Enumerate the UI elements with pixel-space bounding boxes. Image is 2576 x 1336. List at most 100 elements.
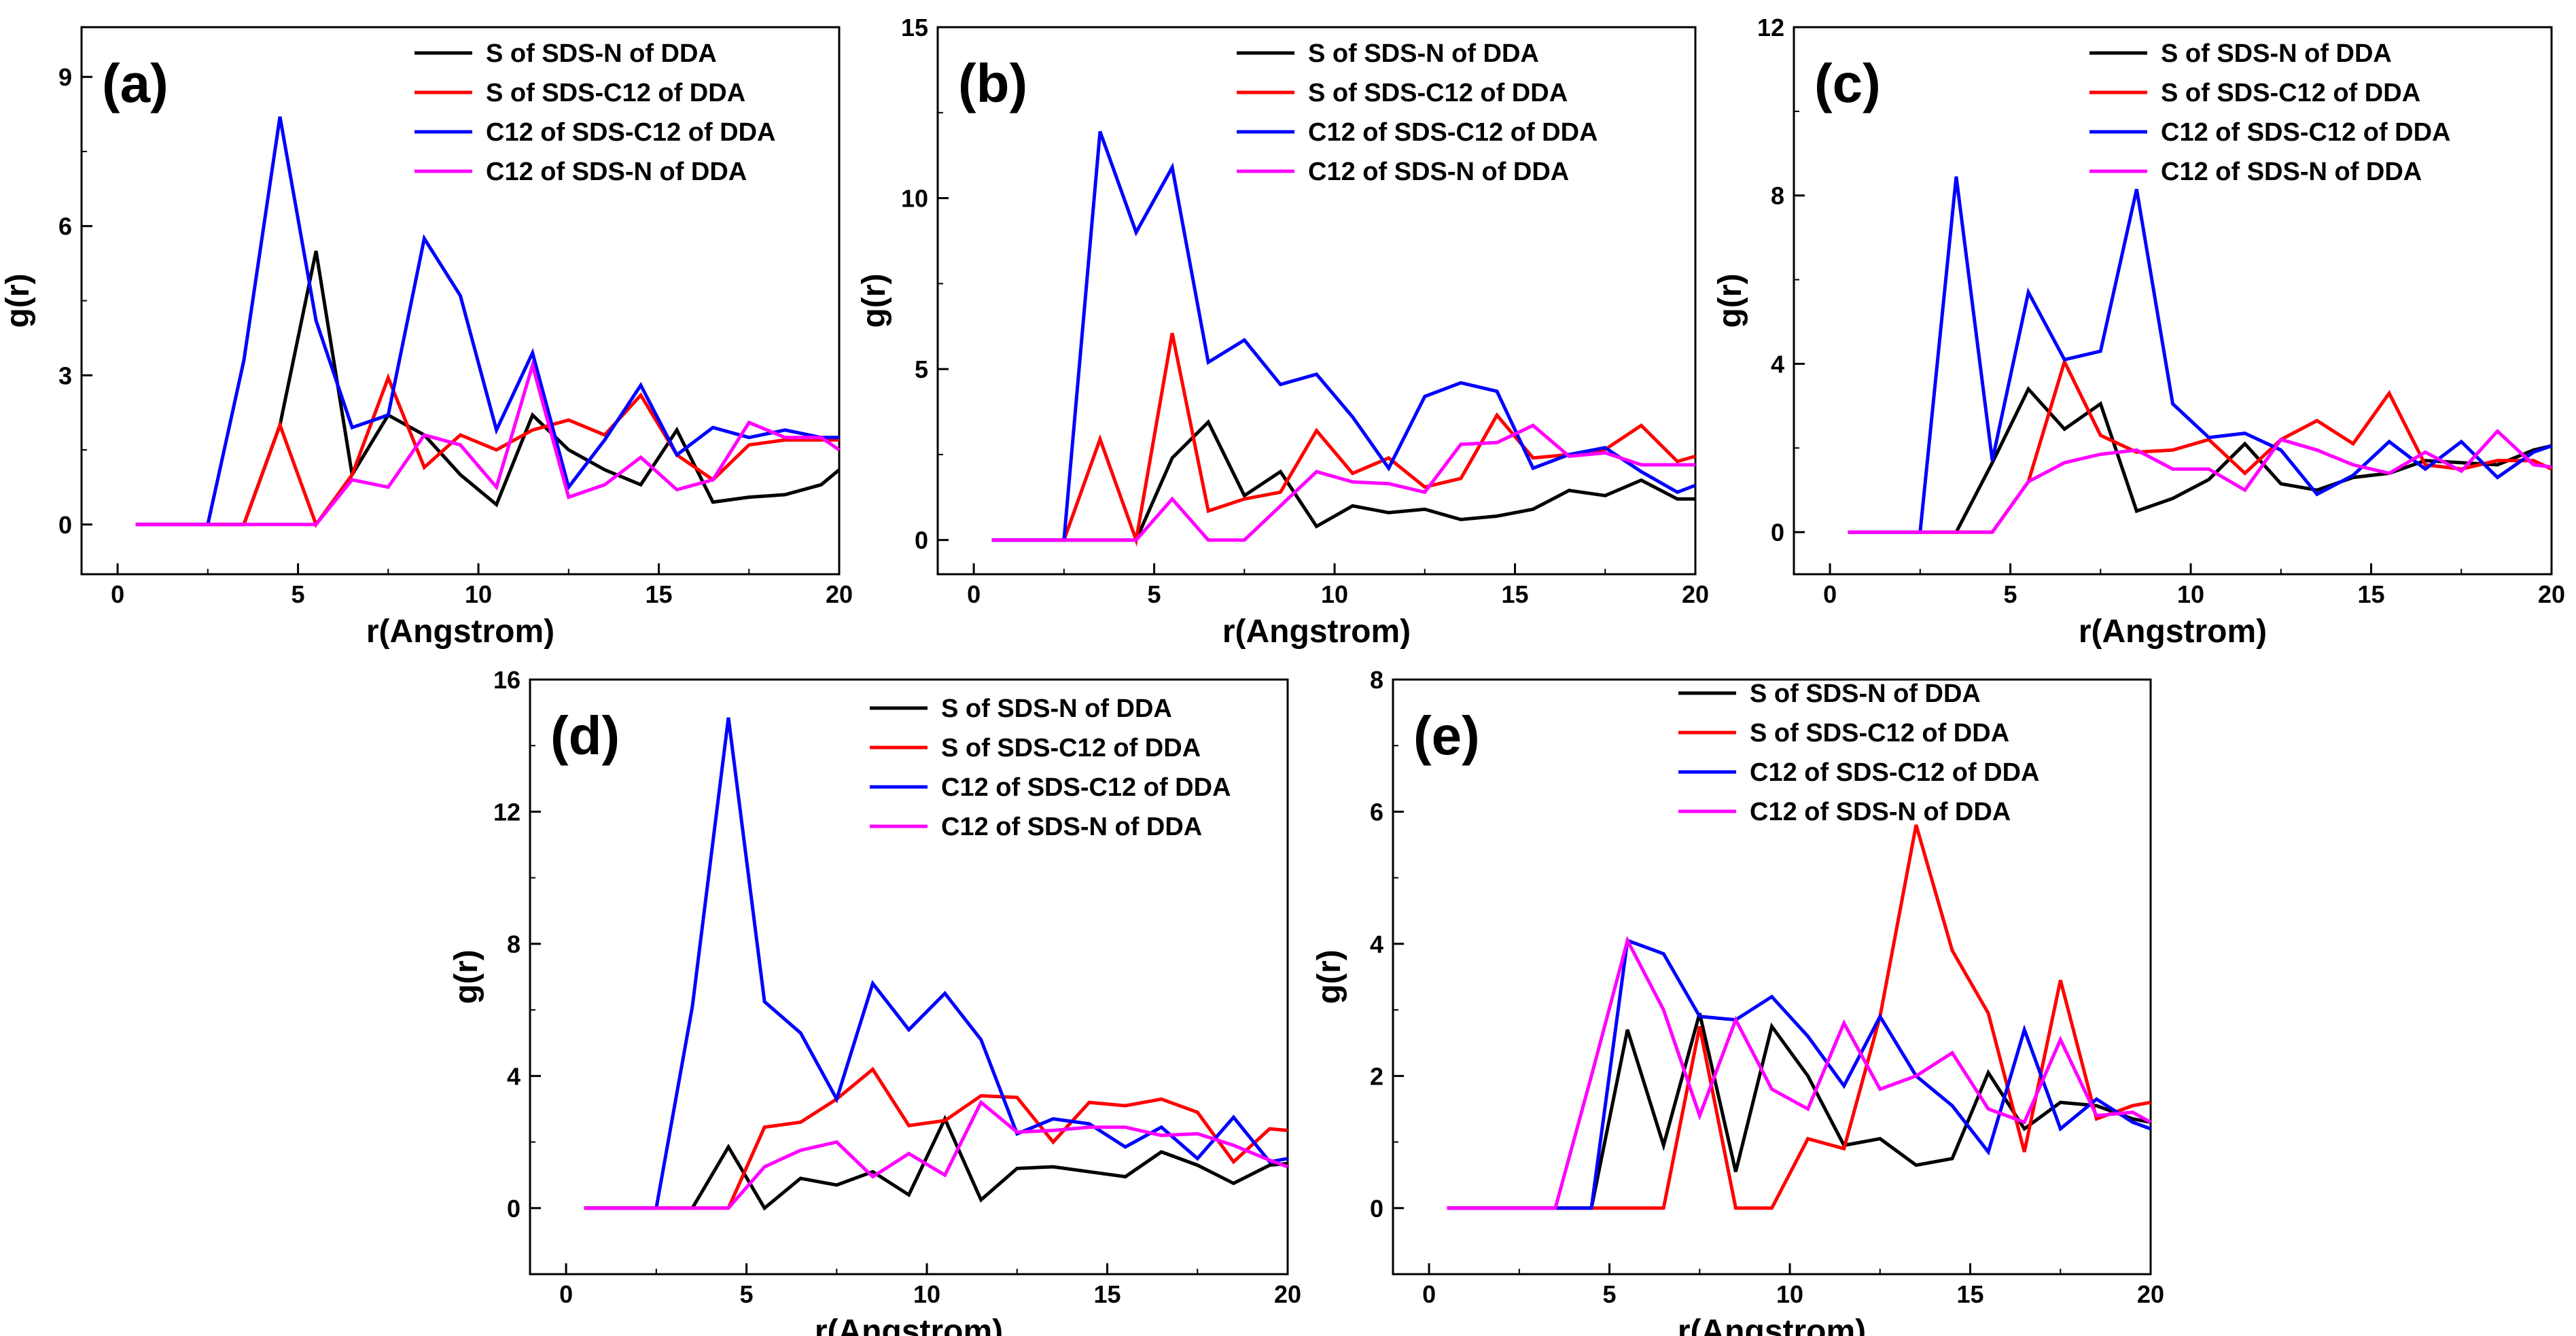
x-axis-label: r(Angstrom) — [1222, 614, 1411, 650]
x-tick-label: 20 — [1274, 1280, 1301, 1308]
x-axis-label: r(Angstrom) — [815, 1314, 1003, 1336]
x-tick-label: 10 — [913, 1280, 940, 1308]
y-tick-label: 6 — [1370, 798, 1383, 826]
y-tick-label: 16 — [493, 666, 521, 694]
panel-label: (b) — [958, 53, 1027, 113]
y-axis-label: g(r) — [0, 274, 36, 328]
y-tick-label: 0 — [1370, 1195, 1383, 1223]
legend-label: C12 of SDS-C12 of DDA — [486, 118, 776, 147]
legend-label: C12 of SDS-N of DDA — [941, 813, 1202, 841]
x-tick-label: 15 — [1502, 580, 1529, 608]
series-line-2 — [1447, 824, 2151, 1210]
y-tick-label: 8 — [1771, 182, 1784, 210]
legend-label: S of SDS-N of DDA — [1750, 680, 1981, 708]
x-tick-label: 0 — [967, 580, 981, 608]
y-tick-label: 0 — [507, 1195, 521, 1223]
panel-label: (e) — [1413, 705, 1480, 766]
y-tick-label: 0 — [1771, 518, 1784, 546]
x-tick-label: 5 — [740, 1280, 754, 1308]
series-line-4 — [1848, 428, 2552, 534]
x-tick-label: 15 — [1957, 1280, 1984, 1308]
y-tick-label: 6 — [58, 213, 72, 241]
y-tick-label: 0 — [915, 527, 928, 555]
y-tick-label: 8 — [507, 930, 521, 958]
chart-panel-d: 0 5 10 15 20 0 4 8 12 16 r(Angstrom) g(r) (d) S of SD… — [448, 666, 1301, 1336]
x-tick-label: 0 — [1422, 1280, 1436, 1308]
legend-label: S of SDS-N of DDA — [941, 695, 1172, 723]
x-tick-label: 10 — [465, 580, 492, 608]
series-line-3 — [584, 717, 1288, 1210]
y-tick-label: 4 — [1370, 930, 1383, 958]
y-tick-label: 10 — [901, 185, 928, 213]
panel-label: (c) — [1814, 53, 1881, 113]
legend: S of SDS-N of DDA S of SDS-C12 of DDA C12 … — [1678, 680, 2040, 826]
series-line-3 — [991, 130, 1696, 542]
panel-label: (a) — [102, 53, 169, 113]
y-axis-label: g(r) — [856, 274, 892, 328]
legend-label: C12 of SDS-C12 of DDA — [941, 773, 1231, 802]
legend-label: C12 of SDS-N of DDA — [1750, 798, 2011, 826]
series-line-4 — [991, 423, 1695, 542]
x-tick-label: 20 — [2538, 580, 2565, 608]
y-axis-label: g(r) — [448, 950, 484, 1004]
plot-frame — [1392, 678, 2152, 1276]
y-tick-label: 8 — [1370, 666, 1383, 694]
series-line-3 — [1447, 938, 2151, 1210]
x-axis-label: r(Angstrom) — [2079, 614, 2267, 650]
legend: S of SDS-N of DDA S of SDS-C12 of DDA C12 … — [1237, 39, 1598, 186]
x-tick-label: 5 — [292, 580, 305, 608]
y-tick-label: 9 — [58, 63, 72, 91]
series-line-4 — [135, 359, 841, 527]
x-tick-label: 15 — [646, 580, 673, 608]
legend: S of SDS-N of DDA S of SDS-C12 of DDA C12 … — [870, 695, 1231, 841]
x-tick-label: 10 — [1321, 580, 1348, 608]
legend-label: S of SDS-N of DDA — [2161, 39, 2392, 68]
legend: S of SDS-N of DDA S of SDS-C12 of DDA C12 … — [414, 39, 776, 186]
series-line-1 — [135, 250, 841, 527]
y-tick-label: 2 — [1370, 1062, 1383, 1090]
x-tick-label: 15 — [1094, 1280, 1121, 1308]
legend-label: C12 of SDS-C12 of DDA — [2161, 118, 2451, 147]
x-axis-label: r(Angstrom) — [1678, 1314, 1866, 1336]
x-tick-label: 20 — [1682, 580, 1709, 608]
x-tick-label: 0 — [559, 1280, 573, 1308]
series-line-3 — [1848, 176, 2552, 534]
y-axis-label: g(r) — [1712, 274, 1748, 328]
legend-label: C12 of SDS-C12 of DDA — [1308, 118, 1598, 147]
legend-label: C12 of SDS-N of DDA — [486, 158, 747, 186]
legend-label: C12 of SDS-N of DDA — [1308, 158, 1569, 186]
plot-frame — [1793, 26, 2553, 576]
series-line-3 — [135, 116, 839, 527]
y-tick-label: 5 — [915, 355, 928, 383]
series-line-2 — [135, 372, 839, 529]
y-tick-label: 3 — [58, 362, 72, 389]
panel-label: (d) — [550, 705, 620, 766]
legend-label: C12 of SDS-N of DDA — [2161, 158, 2422, 186]
series-line-4 — [1447, 936, 2152, 1210]
chart-panel-e: 0 5 10 15 20 0 2 4 6 8 r(Angstrom) g(r) (e) S of SDS-… — [1311, 666, 2164, 1336]
legend-label: S of SDS-C12 of DDA — [2161, 79, 2420, 107]
legend-label: S of SDS-C12 of DDA — [1750, 719, 2009, 748]
plot-frame — [936, 26, 1697, 576]
y-axis-label: g(r) — [1311, 950, 1347, 1004]
legend-label: S of SDS-C12 of DDA — [486, 79, 745, 107]
legend-label: S of SDS-N of DDA — [486, 39, 717, 68]
legend-label: S of SDS-N of DDA — [1308, 39, 1539, 68]
series-line-4 — [584, 1100, 1288, 1210]
y-tick-label: 4 — [1771, 350, 1784, 378]
series-line-2 — [1848, 357, 2553, 534]
x-tick-label: 20 — [2137, 1280, 2164, 1308]
x-tick-label: 10 — [1776, 1280, 1803, 1308]
chart-panel-a: 0 5 10 15 20 0 3 6 9 r(Angstrom) g(r) (a) S of SDS-N… — [0, 26, 853, 650]
x-tick-label: 5 — [1148, 580, 1161, 608]
series-line-1 — [584, 1114, 1288, 1211]
x-tick-label: 5 — [1603, 1280, 1617, 1308]
y-tick-label: 4 — [507, 1062, 521, 1090]
legend: S of SDS-N of DDA S of SDS-C12 of DDA C12 … — [2089, 39, 2451, 186]
chart-panel-b: 0 5 10 15 20 0 5 10 15 r(Angstrom) g(r) (b) S of SDS… — [856, 14, 1709, 650]
y-tick-label: 15 — [901, 14, 928, 41]
series-line-1 — [1447, 1013, 2151, 1210]
x-tick-label: 0 — [111, 580, 124, 608]
x-tick-label: 20 — [826, 580, 853, 608]
